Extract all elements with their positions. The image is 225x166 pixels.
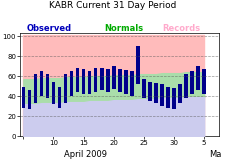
Bar xyxy=(99,68,103,90)
Bar xyxy=(88,71,91,94)
Bar xyxy=(52,82,55,104)
Bar xyxy=(117,69,121,92)
Bar xyxy=(189,71,193,94)
Bar xyxy=(75,68,79,92)
Bar xyxy=(178,84,181,103)
Bar xyxy=(21,87,25,108)
Bar xyxy=(57,87,61,108)
Bar xyxy=(34,74,37,103)
Bar xyxy=(27,90,31,109)
Bar xyxy=(183,74,187,98)
Text: Normals: Normals xyxy=(104,24,142,33)
Bar xyxy=(129,71,133,96)
Bar xyxy=(70,71,73,96)
Bar xyxy=(111,66,115,89)
Bar xyxy=(142,79,145,98)
Text: Records: Records xyxy=(162,24,200,33)
Bar xyxy=(45,74,49,98)
Bar xyxy=(147,82,151,101)
Bar xyxy=(106,69,109,92)
Bar xyxy=(171,88,175,109)
Bar xyxy=(63,74,67,103)
Bar xyxy=(124,70,127,94)
Text: Ma: Ma xyxy=(208,150,220,159)
Text: April 2009: April 2009 xyxy=(64,150,107,159)
Bar xyxy=(165,87,169,108)
Text: KABR Current 31 Day Period: KABR Current 31 Day Period xyxy=(49,1,176,10)
Bar xyxy=(201,69,205,94)
Bar xyxy=(160,84,163,106)
Text: Observed: Observed xyxy=(27,24,72,33)
Bar xyxy=(81,69,85,94)
Bar xyxy=(93,68,97,92)
Bar xyxy=(39,71,43,96)
Bar xyxy=(153,83,157,103)
Bar xyxy=(135,46,139,84)
Bar xyxy=(196,66,199,90)
